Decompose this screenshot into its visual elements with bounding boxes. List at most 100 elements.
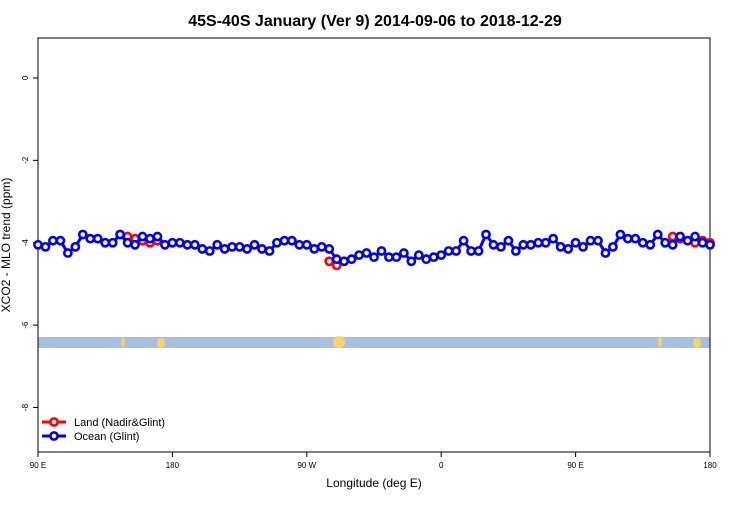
data-point: [585, 235, 596, 246]
data-point: [466, 246, 476, 256]
x-tick-label: 90 E: [567, 461, 583, 470]
data-point: [518, 239, 529, 250]
data-point: [197, 244, 208, 254]
data-point: [682, 235, 693, 246]
data-point: [458, 235, 469, 246]
data-point: [227, 241, 238, 252]
data-point: [548, 233, 559, 244]
data-point: [503, 235, 514, 246]
data-point: [398, 248, 409, 258]
data-point: [55, 235, 66, 246]
data-point: [249, 239, 260, 250]
data-point: [675, 231, 686, 242]
data-point: [361, 248, 372, 258]
data-point: [555, 241, 566, 252]
data-point: [316, 241, 327, 252]
data-point: [369, 252, 379, 263]
x-axis-label: Longitude (deg E): [326, 476, 421, 490]
data-point: [384, 252, 394, 263]
data-point: [324, 244, 335, 254]
data-point: [660, 237, 671, 248]
data-point: [451, 246, 462, 256]
data-point: [473, 246, 484, 256]
data-point: [578, 241, 588, 252]
data-point: [645, 239, 656, 250]
legend-marker: [49, 417, 59, 427]
data-point: [346, 254, 357, 265]
x-tick-label: 0: [439, 461, 444, 470]
legend-label: Land (Nadir&Glint): [74, 417, 165, 429]
y-axis-label: XCO2 - MLO trend (ppm): [0, 178, 13, 313]
data-point: [406, 256, 417, 267]
data-point: [331, 254, 342, 265]
ocean-strip: [38, 337, 710, 348]
data-point: [145, 233, 155, 244]
data-point: [697, 237, 708, 248]
data-point: [92, 233, 103, 244]
y-tick-label: -4: [21, 239, 30, 247]
y-tick-label: 0: [21, 75, 30, 80]
data-point: [286, 235, 297, 246]
data-point: [436, 250, 447, 260]
data-point: [219, 244, 230, 254]
data-point: [130, 239, 140, 250]
data-point: [264, 246, 275, 256]
data-point: [593, 235, 603, 246]
data-point: [137, 231, 148, 242]
data-point: [428, 252, 439, 263]
land-patch: [157, 338, 165, 348]
chart-title: 45S-40S January (Ver 9) 2014-09-06 to 20…: [188, 13, 562, 30]
data-point: [152, 231, 163, 242]
data-point: [48, 235, 58, 246]
land-ocean-strip: [38, 336, 710, 348]
data-point: [533, 237, 544, 248]
x-tick-label: 90 E: [30, 461, 46, 470]
y-tick-label: -8: [21, 403, 30, 411]
data-point: [77, 229, 88, 240]
series: [33, 229, 715, 267]
data-point: [622, 233, 633, 244]
data-point: [279, 235, 290, 246]
data-point: [608, 241, 618, 252]
data-point: [339, 256, 350, 267]
data-point: [182, 239, 193, 250]
data-point: [488, 239, 499, 250]
legend-marker: [49, 431, 59, 441]
data-point: [510, 246, 521, 256]
land-patch: [121, 337, 125, 347]
data-point: [40, 241, 51, 252]
data-point: [376, 246, 387, 256]
data-point: [667, 239, 678, 250]
data-point: [160, 239, 170, 250]
data-point: [122, 237, 133, 248]
data-point: [204, 246, 215, 256]
data-point: [70, 241, 81, 252]
data-point: [481, 229, 491, 240]
land-patch: [693, 338, 701, 348]
data-point: [257, 244, 267, 254]
data-point: [391, 252, 402, 263]
data-point: [354, 250, 364, 260]
data-point: [637, 237, 648, 248]
data-point: [630, 233, 641, 244]
data-point: [174, 237, 185, 248]
data-point: [100, 237, 111, 248]
data-point: [301, 239, 312, 250]
legend-label: Ocean (Glint): [74, 431, 139, 443]
data-point: [294, 239, 305, 250]
data-point: [600, 248, 611, 258]
data-point: [167, 237, 178, 248]
data-point: [652, 229, 663, 240]
data-point: [413, 250, 424, 260]
data-point: [242, 244, 252, 254]
data-point: [309, 244, 320, 254]
y-tick-label: -6: [21, 321, 30, 329]
x-tick-label: 180: [703, 461, 717, 470]
data-point: [421, 254, 432, 265]
data-point: [615, 229, 626, 240]
data-point: [705, 239, 715, 250]
data-point: [234, 241, 245, 252]
data-point: [33, 239, 43, 250]
data-point: [540, 237, 551, 248]
